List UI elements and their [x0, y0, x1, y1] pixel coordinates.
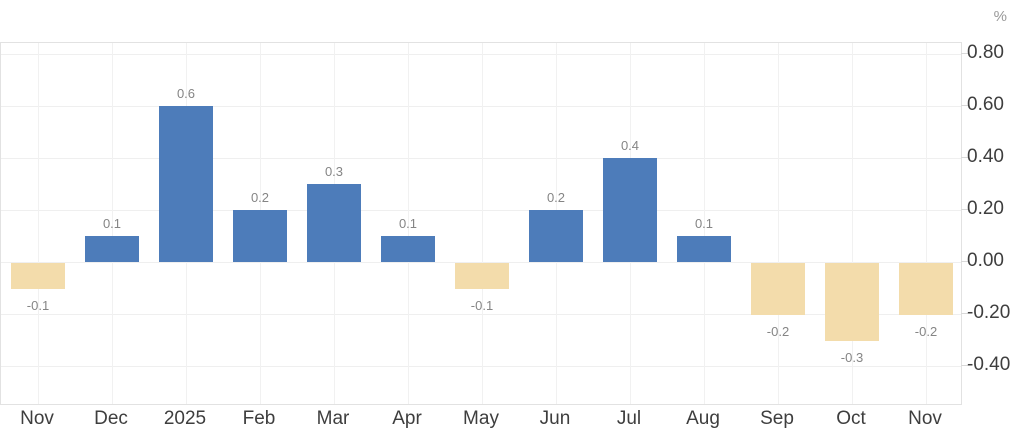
bar-value-label: -0.3 [840, 350, 864, 365]
x-gridline [778, 43, 779, 404]
y-axis-label: 0.00 [967, 250, 1004, 271]
x-axis-label: Aug [686, 408, 720, 429]
bar-value-label: 0.1 [102, 216, 122, 231]
y-gridline [1, 366, 961, 367]
bar-aug[interactable] [677, 236, 731, 262]
bar-value-label: 0.4 [620, 138, 640, 153]
bar-nov[interactable] [11, 263, 65, 289]
x-axis-label: Nov [908, 408, 942, 429]
y-axis-label: -0.40 [967, 354, 1011, 375]
bar-value-label: -0.2 [914, 324, 938, 339]
y-axis-tick [961, 105, 968, 106]
x-axis-label: Sep [760, 408, 794, 429]
x-axis-label: 2025 [163, 408, 207, 429]
y-gridline [1, 158, 961, 159]
bar-dec[interactable] [85, 236, 139, 262]
bar-value-label: 0.6 [176, 86, 196, 101]
y-axis-tick [961, 313, 968, 314]
x-gridline [482, 43, 483, 404]
x-axis-label: Jul [616, 408, 642, 429]
x-axis-label: Jun [539, 408, 571, 429]
bar-sep[interactable] [751, 263, 805, 315]
y-axis-unit-label: % [993, 8, 1007, 25]
bar-value-label: -0.2 [766, 324, 790, 339]
bar-value-label: -0.1 [470, 298, 494, 313]
x-gridline [926, 43, 927, 404]
y-axis-label: 0.80 [967, 42, 1004, 63]
bar-jul[interactable] [603, 158, 657, 262]
y-gridline [1, 314, 961, 315]
y-gridline [1, 210, 961, 211]
x-gridline [38, 43, 39, 404]
y-axis-label: 0.20 [967, 198, 1004, 219]
y-gridline [1, 262, 961, 263]
x-axis-label: Feb [242, 408, 276, 429]
y-axis-tick [961, 261, 968, 262]
y-axis-tick [961, 53, 968, 54]
bar-value-label: 0.3 [324, 164, 344, 179]
bar-mar[interactable] [307, 184, 361, 262]
bar-value-label: 0.1 [398, 216, 418, 231]
plot-area: -0.1 0.1 0.6 0.2 0.3 0.1 -0.1 0.2 0.4 0.1 -0.2 -0.3… [0, 42, 962, 405]
x-gridline [408, 43, 409, 404]
x-axis-label: Mar [316, 408, 350, 429]
y-axis-label: 0.60 [967, 94, 1004, 115]
bar-jun[interactable] [529, 210, 583, 262]
bar-value-label: 0.2 [546, 190, 566, 205]
y-axis-label: -0.20 [967, 302, 1011, 323]
y-axis-tick [961, 365, 968, 366]
bar-2025[interactable] [159, 106, 213, 262]
bar-apr[interactable] [381, 236, 435, 262]
x-axis-label: May [463, 408, 499, 429]
bar-nov[interactable] [899, 263, 953, 315]
y-axis-tick [961, 209, 968, 210]
bar-may[interactable] [455, 263, 509, 289]
x-axis-label: Dec [94, 408, 128, 429]
y-gridline [1, 106, 961, 107]
y-axis-label: 0.40 [967, 146, 1004, 167]
x-axis-label: Nov [20, 408, 54, 429]
x-gridline [852, 43, 853, 404]
bar-value-label: 0.1 [694, 216, 714, 231]
x-axis-label: Apr [392, 408, 422, 429]
x-gridline [704, 43, 705, 404]
bar-feb[interactable] [233, 210, 287, 262]
y-axis-tick [961, 157, 968, 158]
bar-value-label: 0.2 [250, 190, 270, 205]
bar-oct[interactable] [825, 263, 879, 341]
x-gridline [112, 43, 113, 404]
x-axis-label: Oct [836, 408, 866, 429]
y-gridline [1, 54, 961, 55]
bar-value-label: -0.1 [26, 298, 50, 313]
